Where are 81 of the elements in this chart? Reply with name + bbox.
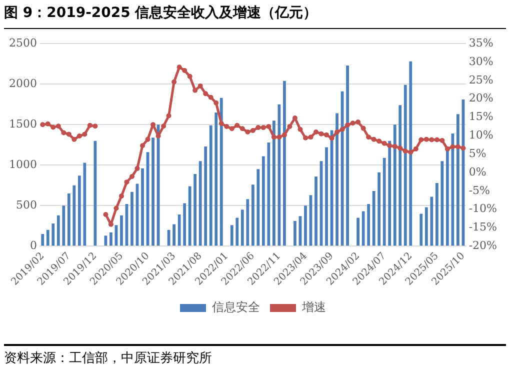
- bar: [356, 218, 360, 246]
- bar: [172, 224, 176, 246]
- bar: [130, 192, 134, 246]
- bar: [388, 140, 392, 246]
- y2-tick-label: -20%: [468, 239, 498, 252]
- bar: [398, 105, 402, 246]
- bar: [152, 138, 154, 246]
- bar: [409, 61, 412, 246]
- bar: [52, 223, 55, 246]
- bar: [346, 65, 349, 246]
- bar: [240, 210, 244, 246]
- y2-tick-label: -10%: [468, 202, 498, 216]
- bar: [283, 80, 286, 246]
- y-tick-label: 0: [30, 239, 37, 252]
- legend-label: 增速: [301, 300, 326, 314]
- y-tick-label: 2000: [8, 76, 37, 90]
- bar: [41, 234, 44, 246]
- bar: [83, 162, 86, 246]
- bar: [325, 147, 328, 246]
- bar: [120, 215, 123, 246]
- bar: [393, 124, 396, 246]
- bar: [251, 184, 254, 246]
- y-tick-label: 2500: [8, 36, 37, 50]
- bar: [56, 215, 60, 246]
- bar: [314, 176, 318, 246]
- y2-tick-label: -15%: [468, 220, 498, 234]
- text: 资料来源：工信部，中原证券研究所: [4, 350, 212, 367]
- bar: [430, 196, 434, 246]
- bar: [304, 206, 307, 246]
- bar: [188, 186, 192, 246]
- y2-tick-label: 30%: [468, 54, 494, 68]
- bar: [230, 225, 234, 246]
- bar: [435, 182, 438, 246]
- bar: [362, 211, 365, 246]
- bar: [209, 125, 212, 246]
- bar: [294, 221, 296, 246]
- y2-tick-label: 0%: [468, 165, 486, 178]
- bar: [424, 207, 428, 246]
- bar: [372, 191, 376, 246]
- y2-tick-label: 15%: [468, 110, 494, 124]
- bar: [382, 158, 386, 246]
- bar: [440, 161, 444, 246]
- bar: [262, 156, 265, 246]
- bar: [246, 199, 250, 246]
- bar: [420, 214, 423, 246]
- y2-tick-label: 25%: [468, 73, 494, 86]
- y2-tick-label: 35%: [468, 36, 494, 50]
- bar: [72, 185, 76, 246]
- bar: [378, 172, 381, 246]
- legend-label: 信息安全: [212, 300, 260, 314]
- bar: [198, 161, 202, 246]
- chart-title: 图 9：2019-2025 信息安全收入及增速（亿元）: [4, 4, 318, 22]
- bar: [456, 114, 460, 246]
- bar: [272, 120, 276, 246]
- bar: [404, 84, 407, 246]
- y2-tick-label: 10%: [468, 128, 494, 142]
- bar: [183, 203, 186, 246]
- bar: [336, 113, 338, 246]
- bar: [267, 142, 270, 246]
- bar: [220, 98, 223, 246]
- bar: [46, 230, 50, 246]
- y2-tick-label: 5%: [468, 146, 486, 160]
- y-tick-label: 1000: [8, 158, 37, 171]
- bar: [236, 218, 239, 246]
- bar: [78, 176, 81, 246]
- y-tick-label: 1500: [8, 117, 37, 130]
- bar: [214, 112, 218, 246]
- bar: [67, 193, 70, 246]
- y2-tick-label: -5%: [468, 184, 490, 197]
- bar: [256, 169, 260, 246]
- y-tick-label: 500: [16, 198, 37, 212]
- bar: [62, 206, 66, 246]
- bar: [451, 134, 454, 246]
- bar: [204, 146, 208, 246]
- bar: [446, 146, 449, 246]
- bar: [110, 232, 112, 246]
- bar: [178, 214, 181, 246]
- bar: [367, 204, 370, 246]
- y2-tick-label: 20%: [468, 92, 494, 105]
- bar: [141, 168, 144, 246]
- bar: [194, 174, 197, 246]
